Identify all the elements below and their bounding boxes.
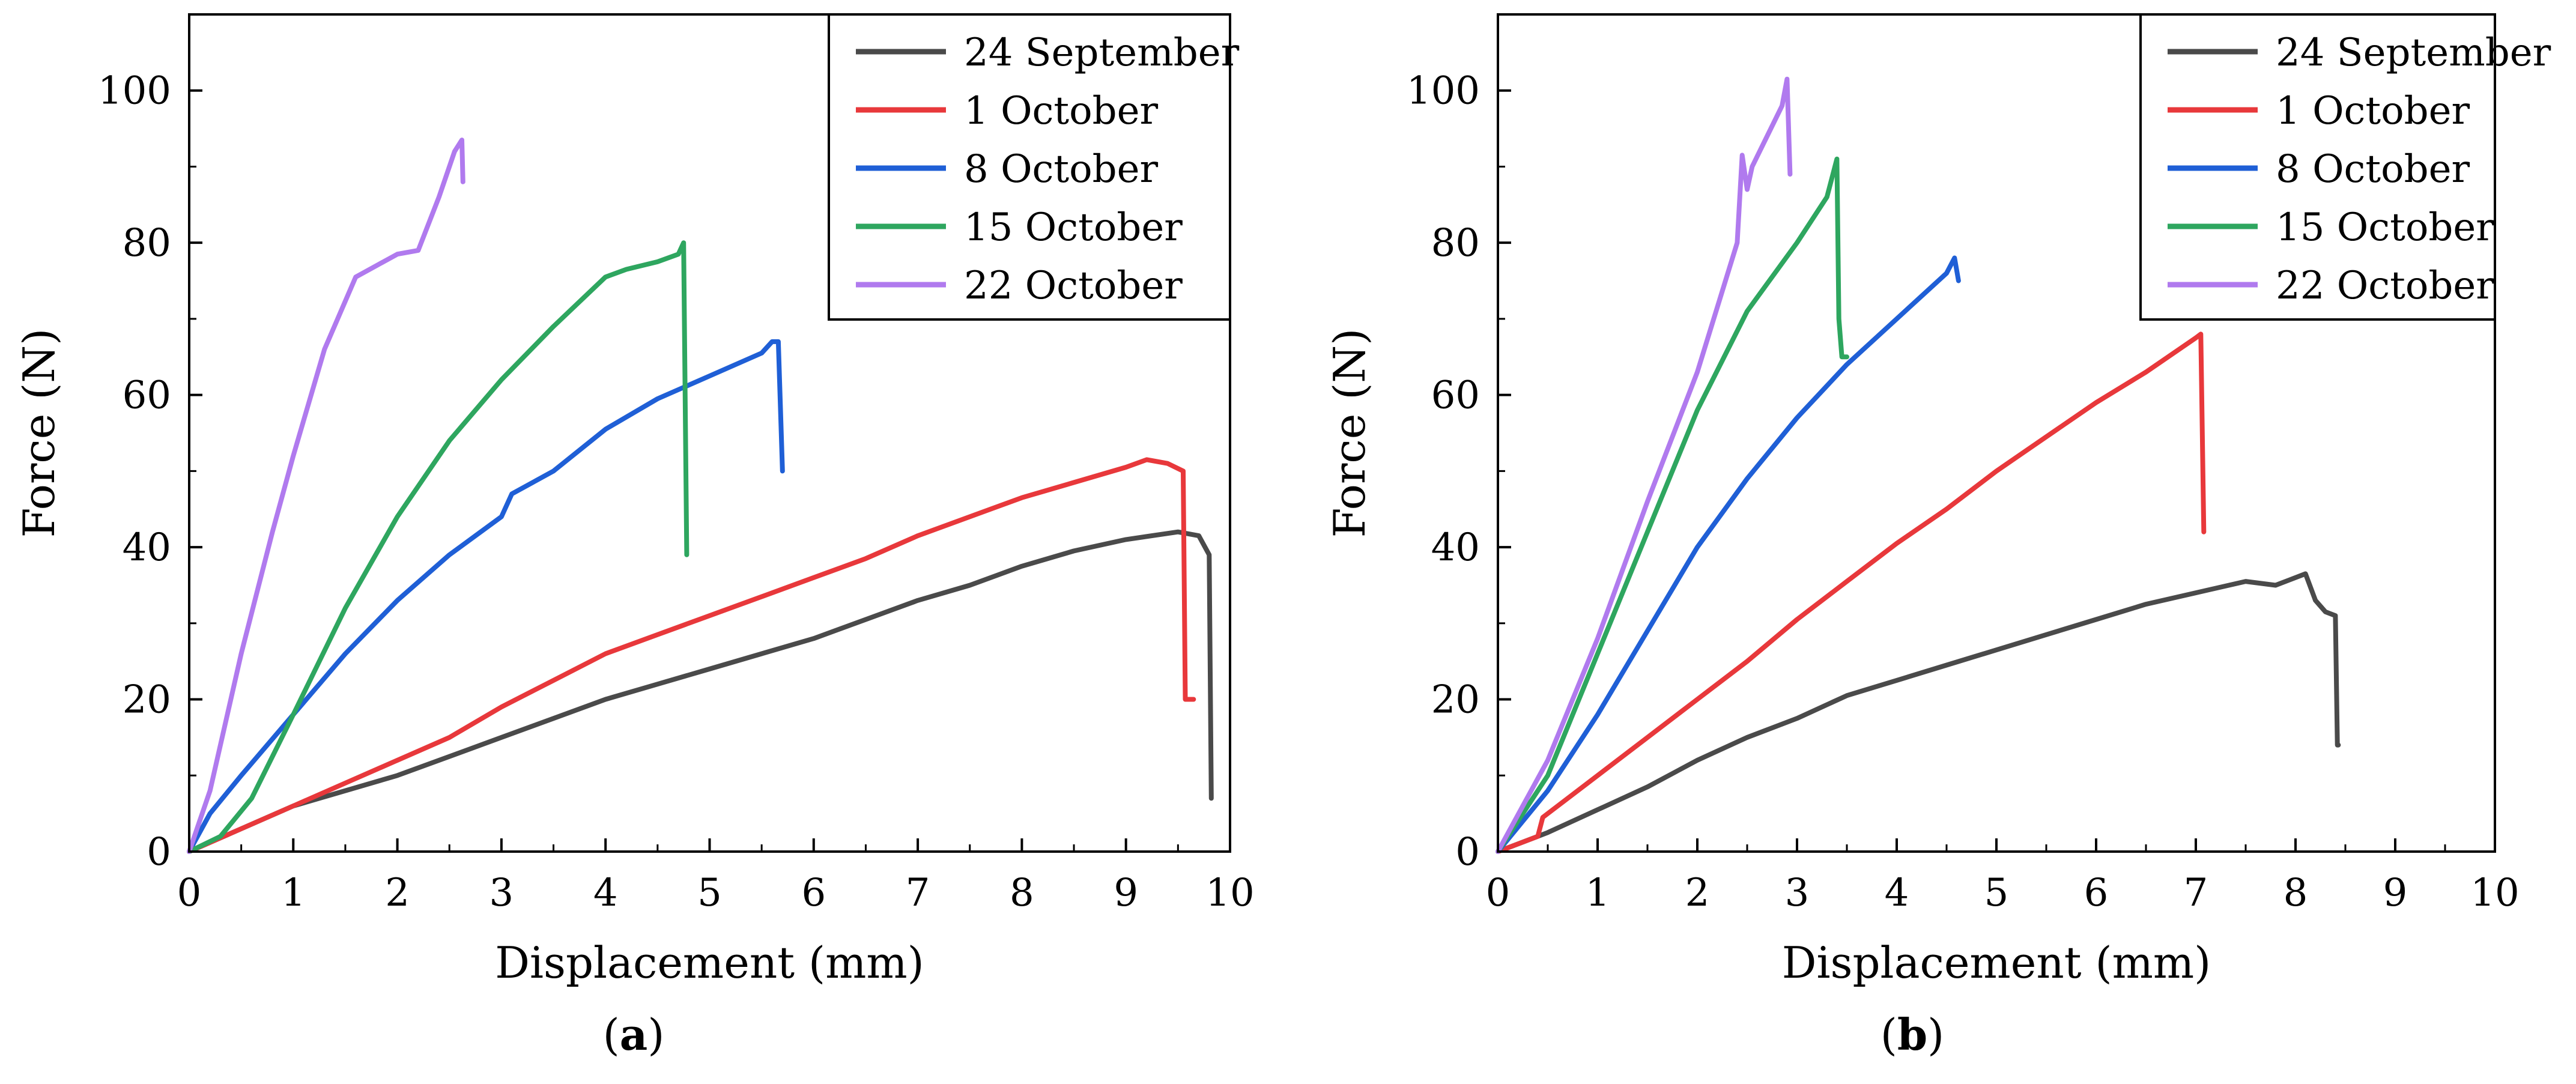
panel-label-a: (a) <box>602 1009 665 1060</box>
series-line-0 <box>187 529 1214 854</box>
x-tick-label: 10 <box>2470 871 2519 915</box>
y-tick-label: 20 <box>123 678 171 722</box>
x-tick-label: 7 <box>2184 871 2208 915</box>
x-tick-label: 0 <box>177 871 202 915</box>
x-tick-label: 9 <box>2383 871 2408 915</box>
y-tick-label: 0 <box>1455 830 1480 874</box>
series-line-2 <box>187 339 785 854</box>
y-tick-label: 60 <box>123 374 171 418</box>
x-axis-label: Displacement (mm) <box>1782 937 2211 988</box>
legend: 24 September 1 October 8 October 15 October… <box>2139 13 2551 321</box>
series-line-1 <box>1496 332 2207 854</box>
x-tick-label: 0 <box>1486 871 1511 915</box>
y-tick-label: 40 <box>1431 525 1480 570</box>
series-line-4 <box>1496 76 1793 854</box>
chart-panel-a: 0 1 2 3 4 5 6 7 8 9 10 0 20 40 60 80 100 Displacement (mm… <box>14 13 1255 1060</box>
series-line-4 <box>187 138 465 854</box>
x-tick-label: 6 <box>801 871 826 915</box>
y-tick-label: 60 <box>1431 374 1480 418</box>
y-tick-label: 100 <box>1407 69 1480 114</box>
y-tick-label: 40 <box>123 525 171 570</box>
y-axis-label: Force (N) <box>1324 329 1375 538</box>
legend-entry-label: 15 October <box>964 205 1183 250</box>
series-line-2 <box>1496 255 1961 854</box>
x-tick-label: 8 <box>2284 871 2308 915</box>
y-tick-label: 100 <box>98 69 171 114</box>
x-tick-label: 4 <box>1885 871 1909 915</box>
legend-entry-label: 24 September <box>964 31 1240 75</box>
x-tick-label: 1 <box>1586 871 1610 915</box>
legend-entry-label: 24 September <box>2276 31 2551 75</box>
x-tick-label: 3 <box>489 871 514 915</box>
y-tick-label: 20 <box>1431 678 1480 722</box>
x-tick-label: 5 <box>1984 871 2009 915</box>
x-tick-label: 3 <box>1785 871 1810 915</box>
y-tick-label: 80 <box>123 221 171 265</box>
x-axis-label: Displacement (mm) <box>495 937 924 988</box>
series-line-3 <box>1496 156 1849 854</box>
x-tick-label: 1 <box>281 871 306 915</box>
legend-entry-label: 8 October <box>964 147 1158 192</box>
series-line-1 <box>187 457 1196 854</box>
x-tick-label: 10 <box>1205 871 1254 915</box>
y-tick-label: 0 <box>147 830 171 874</box>
legend-entry-label: 1 October <box>2276 89 2470 133</box>
x-tick-label: 9 <box>1114 871 1138 915</box>
legend: 24 September 1 October 8 October 15 October… <box>828 13 1240 321</box>
x-tick-label: 2 <box>385 871 410 915</box>
y-axis-label: Force (N) <box>14 329 64 538</box>
legend-entry-label: 22 October <box>964 264 1183 308</box>
legend-entry-label: 15 October <box>2276 205 2494 250</box>
x-tick-label: 8 <box>1010 871 1034 915</box>
panel-label-b: (b) <box>1880 1009 1945 1060</box>
y-tick-label: 80 <box>1431 221 1480 265</box>
x-tick-label: 4 <box>593 871 618 915</box>
legend-entry-label: 8 October <box>2276 147 2470 192</box>
legend-entry-label: 22 October <box>2276 264 2494 308</box>
x-tick-label: 6 <box>2084 871 2109 915</box>
x-tick-label: 2 <box>1685 871 1710 915</box>
x-tick-label: 7 <box>906 871 930 915</box>
legend-entry-label: 1 October <box>964 89 1158 133</box>
x-tick-label: 5 <box>697 871 722 915</box>
chart-panel-b: 0 1 2 3 4 5 6 7 8 9 10 0 20 40 60 80 100 Displacement (mm… <box>1288 0 2575 1084</box>
series-line-0 <box>1496 571 2341 854</box>
series-line-3 <box>187 240 689 854</box>
